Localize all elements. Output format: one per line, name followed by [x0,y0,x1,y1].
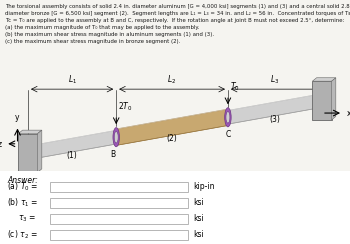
Text: ksi: ksi [193,231,204,239]
Ellipse shape [114,131,118,143]
Text: $T_0$: $T_0$ [230,81,239,93]
Polygon shape [312,78,336,81]
Polygon shape [18,130,42,133]
Text: Answer:: Answer: [7,176,38,185]
Text: $L_3$: $L_3$ [270,74,280,86]
Text: z: z [0,140,2,149]
Text: ksi: ksi [193,214,204,224]
Text: C: C [225,130,231,139]
Text: (3): (3) [270,115,280,124]
Polygon shape [116,109,228,145]
Text: (a) $T_0$ =: (a) $T_0$ = [7,181,38,193]
Text: $\tau_3$ =: $\tau_3$ = [18,214,36,224]
Text: B: B [110,150,115,159]
Text: x: x [347,109,350,118]
Ellipse shape [29,146,33,159]
FancyBboxPatch shape [312,81,332,120]
Polygon shape [31,130,116,159]
Text: (b) $\tau_1$ =: (b) $\tau_1$ = [7,197,38,209]
Text: A: A [27,165,32,174]
Text: (2): (2) [167,134,177,143]
Text: (1): (1) [67,151,77,160]
Text: (c) $\tau_2$ =: (c) $\tau_2$ = [7,229,38,241]
Ellipse shape [113,128,119,147]
Text: $2T_0$: $2T_0$ [118,100,133,113]
Text: $L_1$: $L_1$ [68,74,77,86]
FancyBboxPatch shape [50,230,188,240]
FancyBboxPatch shape [50,214,188,224]
Text: The torsional assembly consists of solid 2.4 in. diameter aluminum [G = 4,000 ks: The torsional assembly consists of solid… [5,4,350,44]
FancyBboxPatch shape [50,182,188,192]
Text: kip-in: kip-in [193,182,215,191]
Text: y: y [15,113,20,122]
Polygon shape [38,130,42,172]
Ellipse shape [317,94,321,108]
FancyBboxPatch shape [18,133,38,172]
Text: ksi: ksi [193,198,204,207]
Text: $L_2$: $L_2$ [168,74,177,86]
Ellipse shape [226,112,230,123]
Polygon shape [228,94,319,124]
Ellipse shape [225,108,231,127]
FancyBboxPatch shape [50,198,188,208]
Polygon shape [332,78,336,120]
Text: D: D [317,113,323,122]
